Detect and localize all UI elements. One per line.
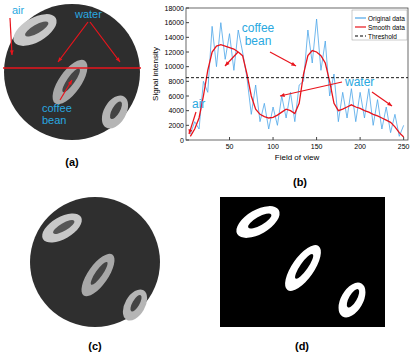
y-tick-label: 10000 (165, 63, 185, 70)
legend-label: Smooth data (368, 24, 405, 31)
panel-label: (d) (295, 340, 309, 352)
annotation: air (12, 4, 25, 16)
arrow-head (68, 80, 72, 85)
text-line: coffee (42, 102, 72, 114)
legend-swatch (355, 35, 366, 36)
y-tick-label: 2000 (168, 122, 184, 129)
x-tick-label: 200 (354, 143, 366, 150)
legend-label: Original data (368, 15, 405, 23)
arrow (189, 112, 196, 134)
bean (96, 91, 133, 133)
bean (75, 249, 120, 301)
arrow-head (225, 61, 230, 66)
x-tick-label: 150 (311, 143, 323, 150)
x-tick (316, 137, 317, 140)
bean-groove (292, 252, 315, 281)
profile-line (3, 67, 141, 69)
bean-groove (51, 218, 76, 237)
legend-label: Threshold (368, 33, 397, 40)
annotation: coffeebean (42, 102, 72, 126)
y-tick (186, 66, 189, 67)
y-tick-label: 14000 (165, 34, 185, 41)
sample-tube (4, 4, 140, 140)
arrow-head (116, 57, 120, 62)
plot-marks (186, 19, 408, 137)
y-tick (186, 140, 189, 141)
arrow (372, 92, 392, 106)
y-tick-label: 6000 (168, 93, 184, 100)
annotation: water (344, 75, 374, 89)
arrow-head (387, 102, 392, 106)
bean (37, 207, 86, 248)
x-axis-label: Field of view (275, 153, 320, 162)
figure: airwatercoffeebean(a)0200040006000800010… (0, 0, 415, 357)
arrow-head (58, 57, 62, 62)
bean-groove (88, 260, 110, 287)
legend-swatch (355, 17, 366, 18)
annotation: air (192, 97, 205, 111)
y-tick (186, 125, 189, 126)
arrow (280, 82, 342, 96)
bean (279, 240, 328, 297)
series-line (190, 45, 403, 137)
mask-bg (220, 197, 385, 327)
panel-label: (c) (88, 340, 102, 352)
x-tick (360, 137, 361, 140)
series-line (186, 77, 408, 78)
bean (118, 285, 152, 324)
y-tick (186, 52, 189, 53)
arrow (10, 18, 12, 55)
bean-groove (246, 211, 273, 231)
y-tick (186, 8, 189, 9)
plot-frame (186, 8, 408, 140)
x-tick-label: 250 (398, 143, 410, 150)
arrow (270, 52, 296, 66)
annotation: water (74, 8, 102, 20)
arrow-head (291, 62, 296, 66)
y-tick-label: 8000 (168, 78, 184, 85)
x-tick-label: 50 (226, 143, 234, 150)
y-tick (186, 22, 189, 23)
panel-label: (a) (65, 156, 79, 168)
text-line: coffee (242, 21, 275, 35)
text-line: bean (42, 114, 66, 126)
y-tick-label: 12000 (165, 49, 185, 56)
panel-d (220, 197, 385, 327)
bean-groove (344, 287, 361, 309)
y-tick-label: 4000 (168, 107, 184, 114)
arrow (225, 52, 238, 66)
y-tick-label: 16000 (165, 19, 185, 26)
arrow (90, 22, 120, 62)
x-tick (229, 137, 230, 140)
sample-tube (30, 197, 160, 327)
x-tick-label: 100 (267, 143, 279, 150)
panel-c (30, 197, 160, 327)
y-tick-label: 18000 (165, 5, 185, 12)
x-tick (273, 137, 274, 140)
arrow-head (280, 93, 285, 97)
bean-groove (108, 100, 125, 121)
arrow (60, 80, 72, 100)
bean-groove (23, 19, 50, 39)
panel-a (3, 3, 141, 141)
text-line: bean (245, 34, 272, 48)
arrow-head (189, 129, 193, 134)
arrow (58, 22, 88, 62)
y-tick-label: 0 (180, 137, 184, 144)
annotation: coffeebean (242, 21, 275, 48)
arrow-head (10, 50, 14, 55)
y-tick (186, 110, 189, 111)
legend-swatch (355, 26, 366, 27)
y-axis-label: Signal intensity (151, 47, 160, 101)
panel-a-bg (3, 3, 141, 141)
legend-box (352, 10, 407, 40)
y-tick (186, 81, 189, 82)
bean (231, 200, 285, 245)
x-tick (403, 137, 404, 140)
panel-label: (b) (293, 176, 307, 188)
y-tick (186, 96, 189, 97)
bean (333, 278, 371, 322)
y-tick (186, 37, 189, 38)
bean-groove (128, 293, 143, 313)
